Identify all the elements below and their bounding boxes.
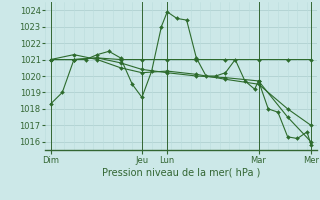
X-axis label: Pression niveau de la mer( hPa ): Pression niveau de la mer( hPa ) xyxy=(102,167,260,177)
